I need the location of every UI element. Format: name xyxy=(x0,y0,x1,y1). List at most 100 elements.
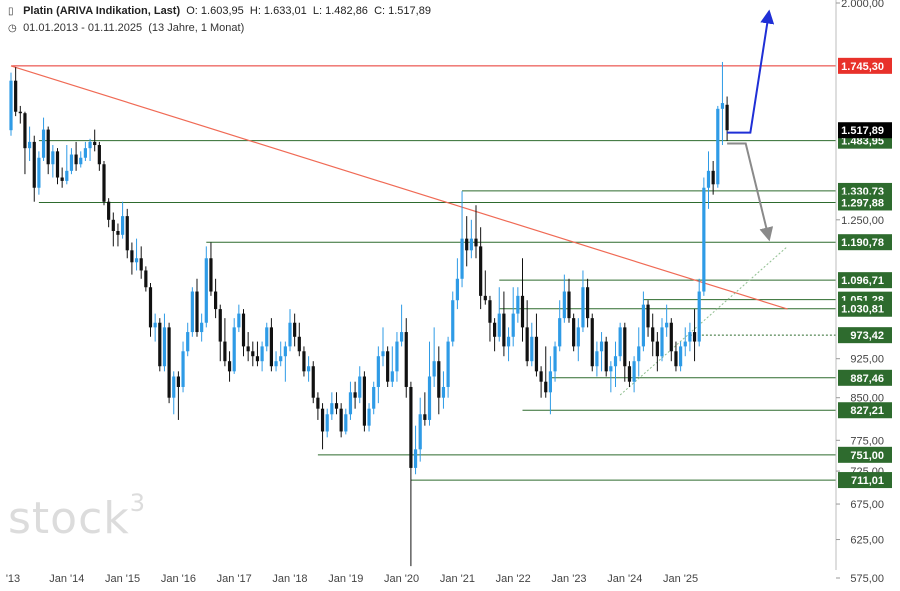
candle-body xyxy=(692,332,697,342)
candle-body xyxy=(190,291,194,333)
candle-body xyxy=(293,322,297,337)
candle-body xyxy=(441,386,446,398)
x-tick-label: Jan '19 xyxy=(328,573,363,585)
candle-body xyxy=(418,414,422,450)
candle-body xyxy=(218,309,222,342)
x-tick-label: Jan '17 xyxy=(217,573,252,585)
candle-body xyxy=(520,295,525,328)
price-badges: 1.483,951.330,731.297,881.190,781.096,71… xyxy=(838,57,892,489)
last-price-badge-bg xyxy=(838,122,892,139)
candle-body xyxy=(604,341,608,372)
candle-body xyxy=(255,356,260,362)
candle-body xyxy=(562,291,566,319)
candle-body xyxy=(665,322,669,328)
candle-body xyxy=(437,361,441,398)
candle-body xyxy=(506,336,511,347)
candle-body xyxy=(637,346,641,362)
candle-body xyxy=(186,332,190,352)
level-badge: 751,00 xyxy=(850,450,884,462)
candle-body xyxy=(9,80,13,131)
level-badge-bg xyxy=(838,234,892,251)
candle-body xyxy=(172,376,176,398)
candle-body xyxy=(599,341,604,352)
candle-body xyxy=(706,170,711,188)
candle-body xyxy=(362,376,366,426)
candle-body xyxy=(200,322,204,333)
candle-body xyxy=(404,332,408,387)
candle-body xyxy=(469,238,473,251)
x-tick-label: Jan '22 xyxy=(496,573,531,585)
candle-body xyxy=(646,304,650,328)
candle-body xyxy=(358,376,362,398)
candle-body xyxy=(641,304,645,347)
candle-body xyxy=(223,341,227,362)
level-badge-bg xyxy=(838,402,892,419)
candle-body xyxy=(586,287,590,319)
y-tick-label: 1.250,00 xyxy=(841,215,884,227)
candle-body xyxy=(660,327,664,357)
candle-body xyxy=(400,332,404,342)
x-tick-label: Jan '23 xyxy=(551,573,586,585)
candle-body xyxy=(516,295,520,314)
candle-body xyxy=(409,386,413,468)
level-badge: 1.096,71 xyxy=(841,275,884,287)
candle-body xyxy=(683,341,687,347)
candle-body xyxy=(320,408,325,432)
candle-body xyxy=(88,141,92,149)
candle-body xyxy=(367,408,371,426)
level-badge-bg xyxy=(838,472,892,489)
candle-body xyxy=(344,414,348,432)
y-tick-label: 925,00 xyxy=(850,354,884,366)
candle-body xyxy=(41,129,46,158)
candle-body xyxy=(465,238,469,251)
candle-body xyxy=(390,371,394,382)
candle-body xyxy=(483,295,487,301)
open-value: O: 1.603,95 xyxy=(186,5,244,17)
trendline-resistance-trend xyxy=(10,65,788,310)
candle-body xyxy=(23,113,27,149)
candles xyxy=(9,61,729,567)
level-badge-bg xyxy=(838,194,892,211)
level-badge-bg xyxy=(838,446,892,463)
candle-body xyxy=(609,366,613,372)
candle-body xyxy=(353,392,357,398)
x-tick-label: Jan '15 xyxy=(105,573,140,585)
candle-body xyxy=(316,397,320,409)
candle-body xyxy=(451,300,455,342)
level-badge-bg xyxy=(838,369,892,386)
candle-body xyxy=(181,351,185,387)
candle-body xyxy=(413,449,418,468)
candle-body xyxy=(372,386,376,409)
candle-body xyxy=(158,322,162,367)
candle-body xyxy=(479,246,483,296)
candle-body xyxy=(237,313,241,328)
candle-body xyxy=(544,381,548,393)
candle-body xyxy=(83,148,87,158)
candle-body xyxy=(153,322,157,328)
candle-body xyxy=(432,361,436,377)
candle-body xyxy=(121,216,125,235)
candle-body xyxy=(51,151,55,165)
y-tick-label: 2.000,00 xyxy=(841,0,884,10)
level-badge: 1.297,88 xyxy=(841,197,884,209)
candle-body xyxy=(581,287,585,328)
candle-body xyxy=(130,250,134,263)
candle-body xyxy=(623,327,627,367)
candle-body xyxy=(325,414,329,432)
candle-body xyxy=(502,313,506,347)
candle-body xyxy=(530,336,534,362)
candle-body xyxy=(590,318,594,367)
candle-body xyxy=(283,346,287,357)
candle-body xyxy=(334,403,339,409)
close-value: C: 1.517,89 xyxy=(374,5,431,17)
level-badge: 887,46 xyxy=(850,373,884,385)
candle-body xyxy=(167,327,171,398)
candle-body xyxy=(576,327,580,347)
level-badge: 1.030,81 xyxy=(841,304,884,316)
trendlines xyxy=(10,65,788,396)
candle-body xyxy=(46,129,50,165)
candle-body xyxy=(279,356,283,362)
y-axis: 2.000,001.250,00925,00850,00775,00725,00… xyxy=(835,0,884,585)
candle-body xyxy=(720,103,725,109)
